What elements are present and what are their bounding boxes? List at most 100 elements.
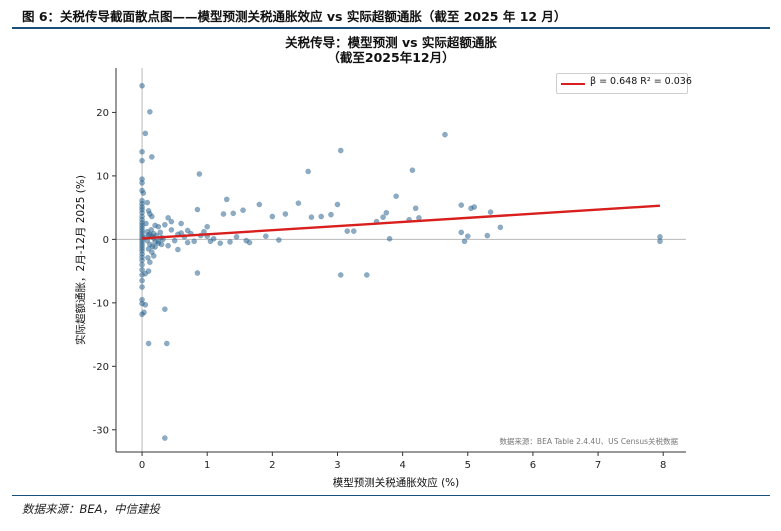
scatter-point	[337, 147, 344, 154]
scatter-point	[334, 201, 341, 208]
plot-area: 关税传导：模型预测 vs 实际超额通胀（截至2025年12月） 0 1 2 3 4 5 6 7 8…	[74, 35, 686, 489]
scatter-point	[318, 213, 325, 220]
scatter-point	[196, 171, 203, 177]
scatter-point	[148, 154, 155, 160]
scatter-point	[461, 238, 468, 245]
scatter-point	[386, 235, 393, 242]
scatter-point	[139, 82, 145, 89]
scatter-point	[142, 130, 149, 137]
legend-fit-line-swatch	[561, 83, 585, 85]
scatter-point	[497, 224, 504, 231]
scatter-point	[308, 214, 315, 221]
figure-source: 数据来源：BEA，中信建投	[22, 502, 161, 516]
scatter-point	[175, 246, 181, 253]
chart-annotation: 数据来源：BEA Table 2.4.4U、US Census关税数据	[499, 436, 678, 446]
scatter-point	[305, 168, 312, 175]
scatter-point	[464, 233, 471, 240]
scatter-point	[230, 210, 237, 217]
scatter-point	[171, 237, 178, 244]
x-tick-label: 1	[204, 460, 210, 471]
scatter-point	[409, 167, 416, 174]
scatter-point	[344, 228, 351, 234]
scatter-point	[204, 223, 211, 230]
scatter-point	[256, 201, 263, 208]
scatter-point	[276, 237, 282, 243]
scatter-point	[350, 228, 357, 234]
scatter-point	[240, 207, 246, 214]
scatter-point	[162, 435, 168, 441]
scatter-point	[471, 204, 478, 210]
scatter-point	[147, 108, 153, 115]
scatter-point	[194, 270, 201, 276]
scatter-point	[269, 213, 276, 220]
scatter-point	[458, 202, 465, 208]
scatter-point	[657, 238, 663, 245]
scatter-point	[163, 340, 170, 347]
scatter-point	[162, 221, 168, 228]
x-tick-label: 4	[399, 460, 405, 471]
scatter-point	[328, 211, 334, 218]
scatter-point	[139, 277, 145, 284]
x-axis-label: 模型预测关税通胀效应 (%)	[333, 476, 460, 489]
scatter-point	[139, 148, 145, 155]
scatter-point	[383, 209, 390, 216]
scatter-point	[155, 223, 162, 230]
scatter-point	[184, 239, 191, 246]
scatter-point	[191, 238, 198, 245]
scatter-point	[145, 340, 152, 347]
scatter-point	[412, 205, 419, 212]
scatter-point	[194, 206, 201, 213]
scatter-point	[150, 230, 157, 237]
scatter-point	[243, 237, 250, 244]
figure-caption: 图 6：关税传导截面散点图——模型预测关税通胀效应 vs 实际超额通胀（截至 2…	[22, 9, 567, 24]
x-tick-label: 2	[269, 460, 275, 471]
scatter-point	[282, 211, 289, 217]
y-tick-label: 0	[103, 235, 109, 246]
scatter-point	[165, 242, 171, 249]
scatter-point	[210, 235, 217, 242]
scatter-chart: 关税传导：模型预测 vs 实际超额通胀（截至2025年12月） 0 1 2 3 4 5 6 7 8…	[74, 35, 686, 489]
y-tick-label: -30	[93, 425, 109, 436]
scatter-point	[380, 214, 386, 221]
y-tick-label: -10	[93, 298, 109, 309]
scatter-point	[262, 233, 269, 240]
x-tick-label: 0	[139, 460, 145, 471]
scatter-point	[168, 227, 175, 233]
fit-line	[141, 204, 661, 240]
scatter-point	[149, 243, 156, 250]
x-tick-label: 6	[530, 460, 536, 471]
scatter-point	[157, 229, 164, 236]
legend-fit-label: β = 0.648 R² = 0.036	[590, 76, 692, 87]
scatter-point	[139, 187, 145, 194]
scatter-point	[416, 214, 422, 221]
scatter-point	[227, 239, 233, 245]
scatter-point	[139, 261, 145, 268]
x-tick-label: 5	[465, 460, 471, 471]
scatter-point	[139, 157, 145, 164]
scatter-point	[363, 272, 370, 278]
x-tick-label: 8	[660, 460, 666, 471]
scatter-point	[233, 233, 240, 240]
scatter-point	[162, 306, 168, 313]
scatter-point	[184, 227, 191, 234]
chart-subtitle: （截至2025年12月）	[327, 50, 454, 65]
figure-header: 图 6：关税传导截面散点图——模型预测关税通胀效应 vs 实际超额通胀（截至 2…	[0, 0, 781, 30]
scatter-point	[220, 211, 227, 217]
bottom-divider	[12, 495, 770, 496]
scatter-point	[139, 180, 145, 186]
scatter-point	[145, 254, 151, 261]
top-divider	[12, 27, 770, 29]
scatter-point	[217, 240, 224, 247]
scatter-point	[142, 270, 149, 277]
y-tick-label: 10	[96, 171, 109, 182]
scatter-point	[168, 218, 175, 225]
scatter-point	[152, 239, 158, 245]
scatter-point	[150, 253, 157, 259]
y-tick-label: -20	[93, 362, 109, 373]
legend: β = 0.648 R² = 0.036	[556, 73, 692, 94]
scatter-point	[484, 232, 491, 239]
x-tick-label: 3	[334, 460, 340, 471]
scatter-point	[142, 301, 149, 308]
y-axis-label: 实际超额通胀，2月-12月 2025 (%)	[74, 175, 87, 345]
scatter-point	[223, 196, 230, 203]
